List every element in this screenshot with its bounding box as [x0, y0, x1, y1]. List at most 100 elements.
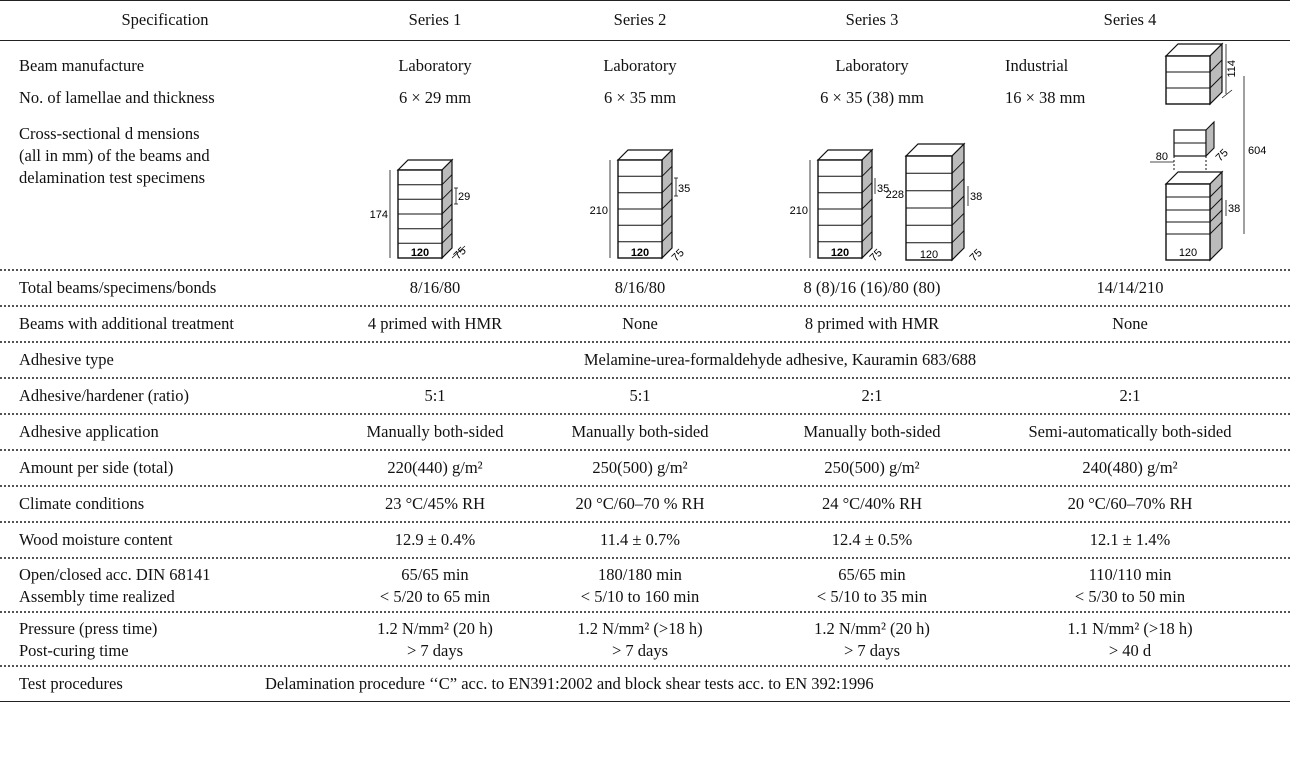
dim-width-s1: 120 — [411, 247, 429, 259]
dim-gap-s4: 80 — [1156, 151, 1168, 163]
dim-depth-s1: 75 — [452, 245, 469, 262]
cell-pressure-s1: 1.2 N/mm² (20 h) — [377, 619, 493, 638]
row-label-assembly-2: Assembly time realized — [19, 587, 175, 606]
cell-moisture-s3: 12.4 ± 0.5% — [831, 530, 913, 549]
row-label-climate: Climate conditions — [19, 494, 145, 513]
row-divider — [0, 449, 1290, 451]
row-divider — [0, 305, 1290, 307]
dim-thickness-s1: 29 — [458, 191, 470, 203]
cell-application-s3: Manually both-sided — [803, 422, 941, 441]
dim-width-s4: 120 — [1179, 247, 1197, 259]
header-rule — [0, 40, 1290, 41]
row-divider — [0, 269, 1290, 271]
cell-application-s1: Manually both-sided — [366, 422, 504, 441]
row-label-test: Test procedures — [19, 674, 123, 693]
dim-thickness-s3a: 35 — [877, 183, 889, 195]
cell-assembly-s1-real: < 5/20 to 65 min — [379, 587, 491, 606]
cell-amount-s1: 220(440) g/m² — [387, 458, 483, 477]
cell-assembly-s4-real: < 5/30 to 50 min — [1074, 587, 1186, 606]
cell-amount-s3: 250(500) g/m² — [824, 458, 920, 477]
dim-height-s3a: 210 — [790, 205, 808, 217]
cell-climate-s2: 20 °C/60–70 % RH — [575, 494, 705, 513]
cell-total-s1: 8/16/80 — [409, 278, 461, 297]
dim-total-s4: 604 — [1248, 145, 1266, 157]
dim-thickness-s3b: 38 — [970, 191, 982, 203]
row-label-treatment: Beams with additional treatment — [19, 314, 234, 333]
cell-moisture-s2: 11.4 ± 0.7% — [600, 530, 680, 549]
cell-postcure-s4: > 40 d — [1108, 641, 1152, 660]
cell-assembly-s3-open: 65/65 min — [838, 565, 906, 584]
cell-treatment-s4: None — [1112, 314, 1148, 333]
cell-total-s3: 8 (8)/16 (16)/80 (80) — [803, 278, 941, 297]
row-divider — [0, 341, 1290, 343]
cross-section-sketch-series-3b: 228 38 120 75 — [884, 142, 994, 273]
cell-assembly-s2-open: 180/180 min — [598, 565, 682, 584]
cell-treatment-s3: 8 primed with HMR — [804, 314, 940, 333]
cell-postcure-s3: > 7 days — [843, 641, 901, 660]
cell-lamellae-s1: 6 × 29 mm — [398, 88, 472, 107]
cell-manufacture-s1: Laboratory — [398, 56, 472, 75]
cell-climate-s4: 20 °C/60–70% RH — [1067, 494, 1193, 513]
dim-depth-s2: 75 — [670, 247, 687, 264]
cell-manufacture-s2: Laboratory — [603, 56, 677, 75]
cell-ratio-s2: 5:1 — [629, 386, 651, 405]
row-label-ratio: Adhesive/hardener (ratio) — [19, 386, 189, 405]
dim-depth-s4: 75 — [1214, 147, 1231, 164]
cell-manufacture-s4: Industrial — [1005, 56, 1069, 75]
row-label-moisture: Wood moisture content — [19, 530, 173, 549]
table-bottom-rule — [0, 701, 1290, 702]
cell-pressure-s3: 1.2 N/mm² (20 h) — [814, 619, 930, 638]
dim-width-s3a: 120 — [831, 247, 849, 259]
header-series-2: Series 2 — [613, 10, 667, 29]
cell-test: Delamination procedure ‘‘C” acc. to EN39… — [265, 674, 874, 693]
cell-assembly-s3-real: < 5/10 to 35 min — [816, 587, 928, 606]
cell-application-s4: Semi-automatically both-sided — [1028, 422, 1232, 441]
row-label-assembly-1: Open/closed acc. DIN 68141 — [19, 565, 211, 584]
header-specification: Specification — [121, 10, 209, 29]
cell-moisture-s1: 12.9 ± 0.4% — [394, 530, 476, 549]
cell-adhesive-type: Melamine-urea-formaldehyde adhesive, Kau… — [583, 350, 977, 369]
dim-thickness-s4: 38 — [1228, 203, 1240, 215]
row-label-pressure-1: Pressure (press time) — [19, 619, 158, 638]
row-label-application: Adhesive application — [19, 422, 159, 441]
dim-width-s3b: 120 — [920, 249, 938, 261]
row-label-adhesive-type: Adhesive type — [19, 350, 114, 369]
cell-postcure-s2: > 7 days — [611, 641, 669, 660]
row-label-pressure-2: Post-curing time — [19, 641, 129, 660]
row-label-cross-section-3: delamination test specimens — [19, 168, 206, 187]
table-top-rule — [0, 0, 1290, 1]
dim-width-s2: 120 — [631, 247, 649, 259]
cross-section-sketch-series-4: 114 604 80 75 38 120 — [1110, 40, 1280, 271]
cell-amount-s2: 250(500) g/m² — [592, 458, 688, 477]
cell-pressure-s2: 1.2 N/mm² (>18 h) — [577, 619, 703, 638]
row-divider — [0, 413, 1290, 415]
dim-thickness-s2: 35 — [678, 183, 690, 195]
row-divider — [0, 611, 1290, 613]
dim-height-s2: 210 — [590, 205, 608, 217]
cell-manufacture-s3: Laboratory — [835, 56, 909, 75]
row-label-amount: Amount per side (total) — [19, 458, 174, 477]
cell-assembly-s2-real: < 5/10 to 160 min — [580, 587, 700, 606]
cross-section-sketch-series-3a: 210 35 120 75 — [786, 148, 889, 271]
row-label-manufacture: Beam manufacture — [19, 56, 145, 75]
cell-ratio-s3: 2:1 — [861, 386, 883, 405]
cell-assembly-s1-open: 65/65 min — [401, 565, 469, 584]
dim-depth-s3b: 75 — [968, 247, 985, 264]
row-divider — [0, 377, 1290, 379]
cell-lamellae-s2: 6 × 35 mm — [603, 88, 677, 107]
dim-top-s4: 114 — [1226, 60, 1238, 78]
cell-postcure-s1: > 7 days — [406, 641, 464, 660]
cell-ratio-s4: 2:1 — [1119, 386, 1141, 405]
cross-section-sketch-series-1: 174 29 120 75 — [362, 158, 472, 271]
cell-total-s4: 14/14/210 — [1096, 278, 1164, 297]
dim-height-s1: 174 — [370, 209, 388, 221]
header-series-3: Series 3 — [845, 10, 899, 29]
cell-application-s2: Manually both-sided — [571, 422, 709, 441]
cell-pressure-s4: 1.1 N/mm² (>18 h) — [1067, 619, 1193, 638]
cell-assembly-s4-open: 110/110 min — [1088, 565, 1172, 584]
row-divider — [0, 485, 1290, 487]
cell-treatment-s1: 4 primed with HMR — [367, 314, 503, 333]
row-divider — [0, 665, 1290, 667]
cell-total-s2: 8/16/80 — [614, 278, 666, 297]
cell-climate-s3: 24 °C/40% RH — [821, 494, 923, 513]
